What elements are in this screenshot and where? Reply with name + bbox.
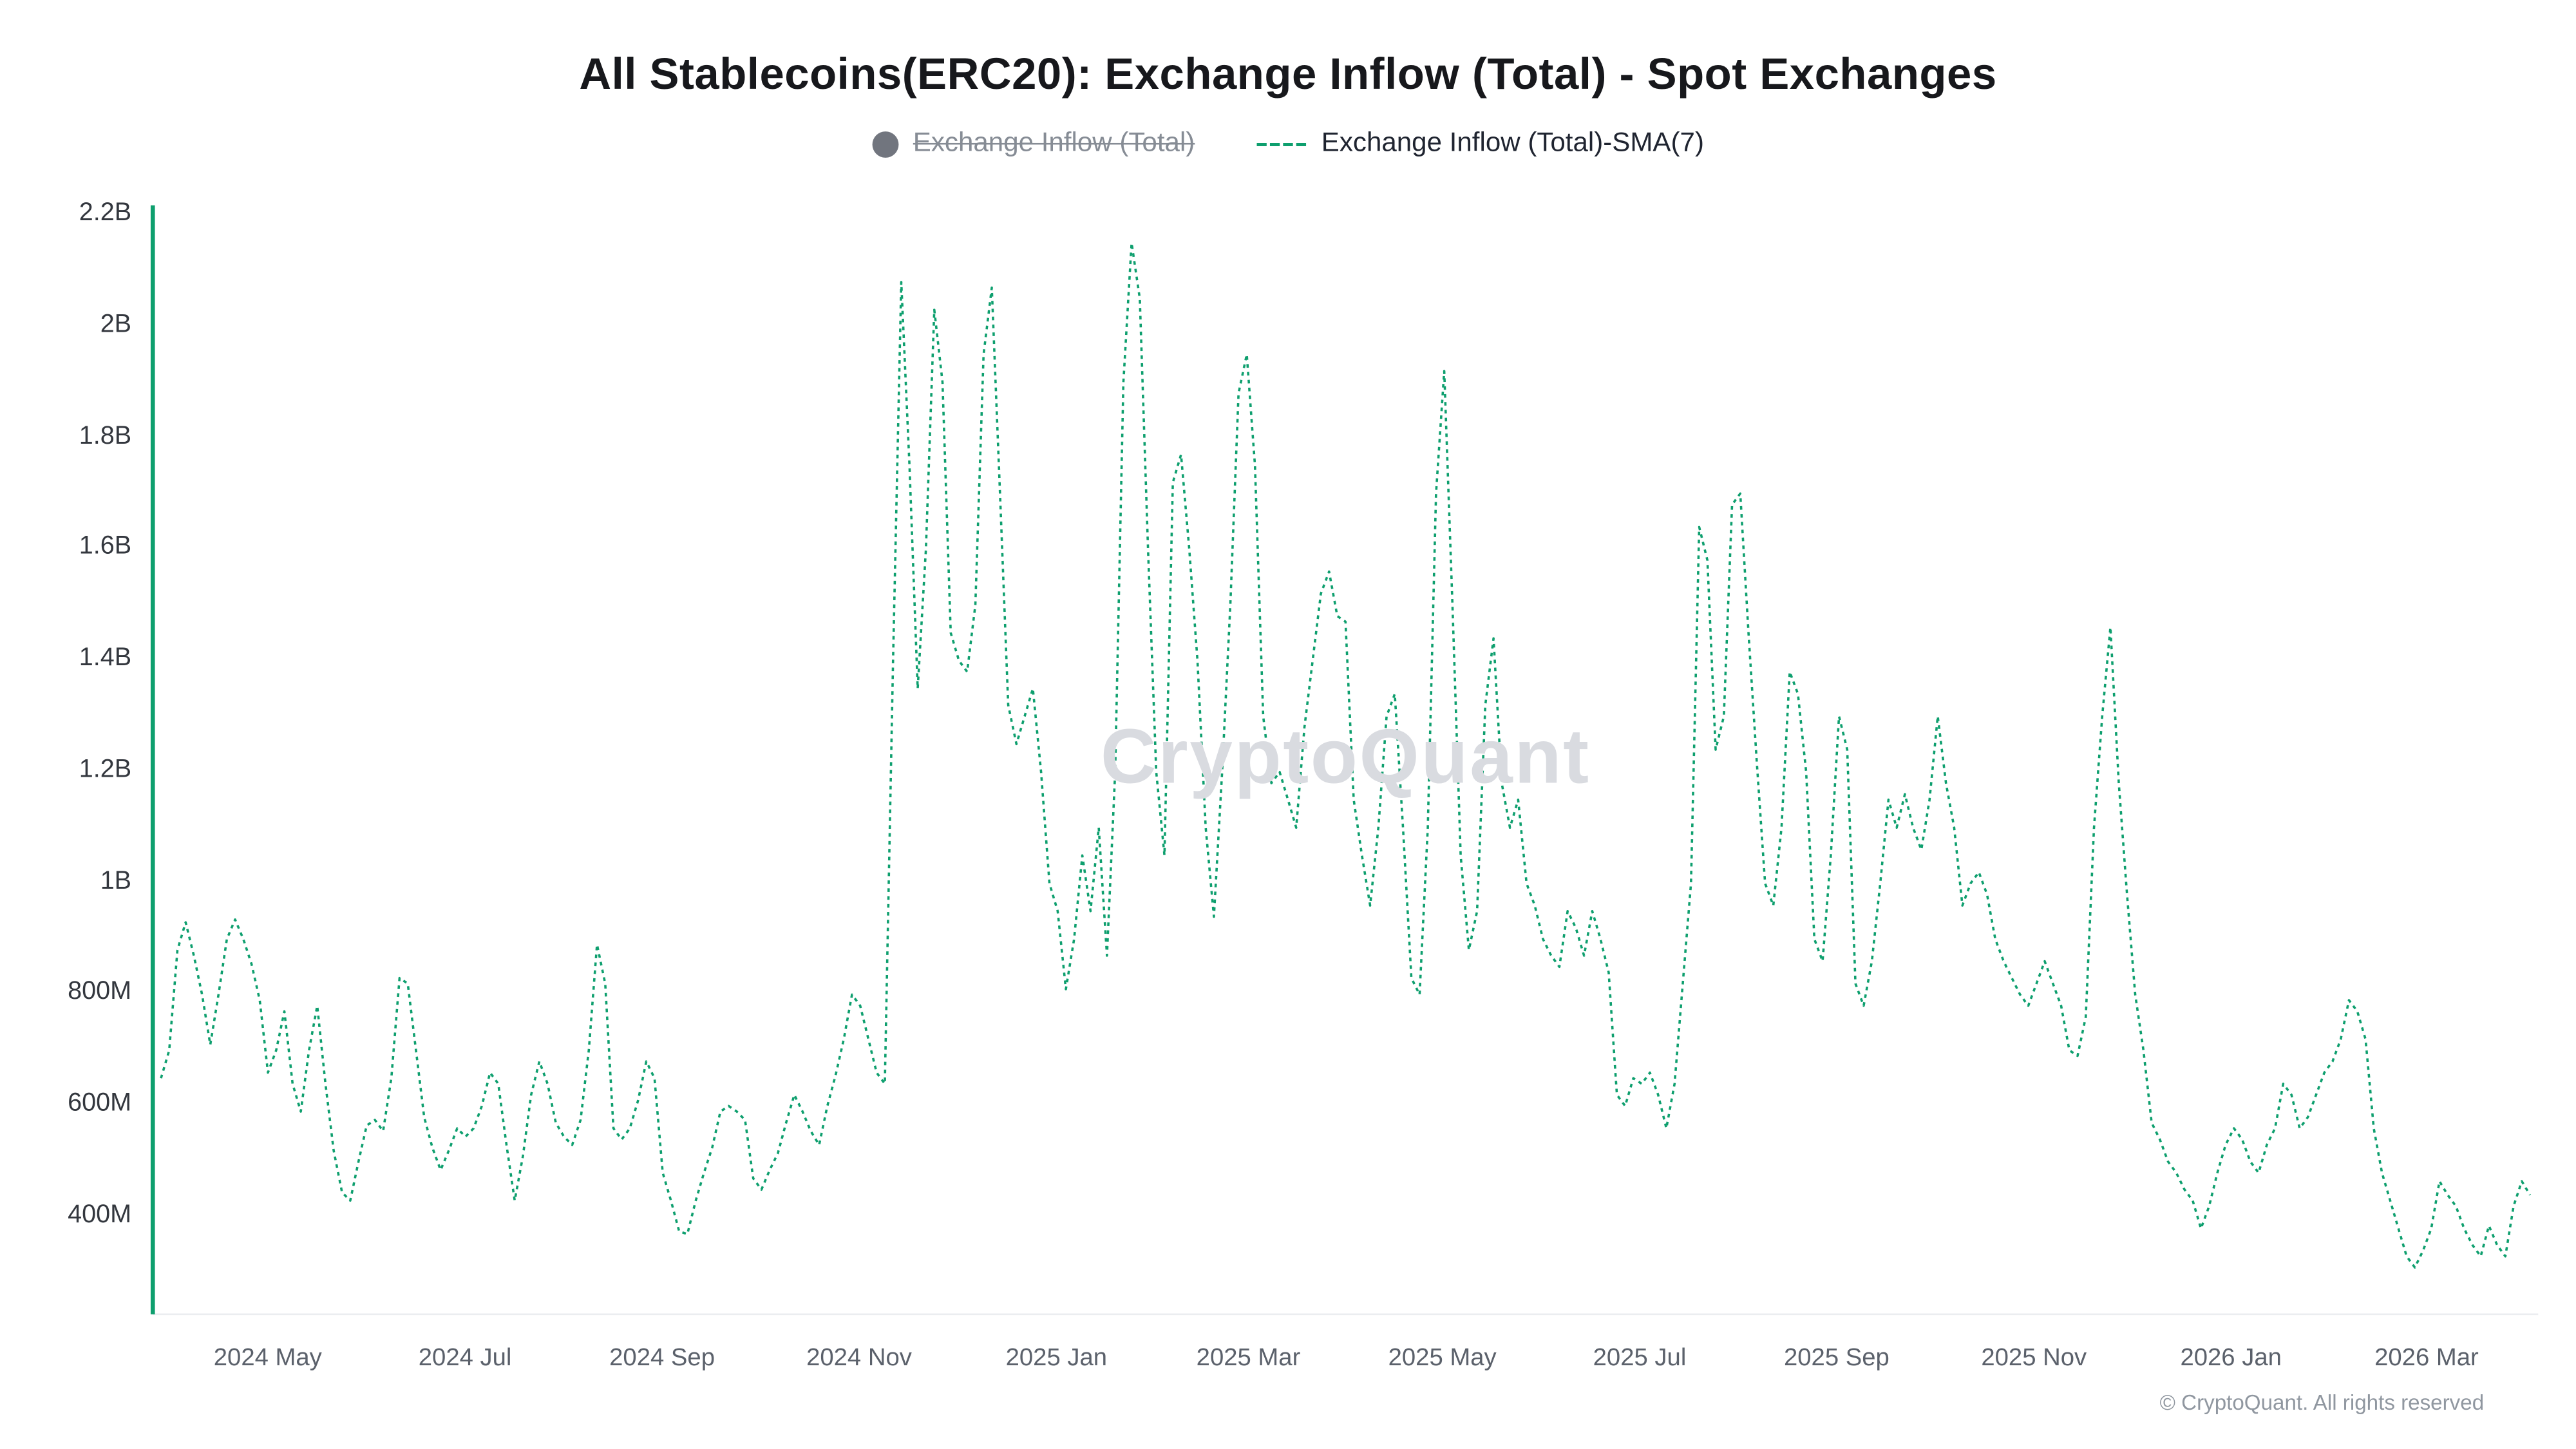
y-axis-label: 1.4B bbox=[79, 644, 132, 672]
x-axis-label: 2024 Sep bbox=[609, 1343, 715, 1372]
y-axis-label: 1B bbox=[100, 867, 132, 895]
y-axis-label: 800M bbox=[68, 978, 132, 1007]
y-axis-label: 1.6B bbox=[79, 533, 132, 561]
legend: Exchange Inflow (Total) Exchange Inflow … bbox=[0, 128, 2576, 159]
chart-title: All Stablecoins(ERC20): Exchange Inflow … bbox=[579, 49, 1997, 99]
x-axis-label: 2026 Mar bbox=[2374, 1343, 2479, 1372]
x-axis-label: 2025 Jul bbox=[1593, 1343, 1687, 1372]
x-axis-label: 2025 May bbox=[1388, 1343, 1497, 1372]
y-axis-label: 1.2B bbox=[79, 755, 132, 784]
x-axis-label: 2024 May bbox=[213, 1343, 322, 1372]
y-axis-label: 1.8B bbox=[79, 421, 132, 450]
legend-item-exchange-inflow-total[interactable]: Exchange Inflow (Total) bbox=[872, 128, 1195, 159]
x-axis-label: 2025 Nov bbox=[1981, 1343, 2087, 1372]
legend-circle-marker-icon bbox=[872, 130, 898, 157]
x-axis-label: 2025 Mar bbox=[1196, 1343, 1301, 1372]
sma-line-series bbox=[160, 242, 2532, 1269]
legend-dashed-line-marker-icon bbox=[1257, 142, 1307, 146]
legend-item-label: Exchange Inflow (Total)-SMA(7) bbox=[1321, 128, 1704, 158]
legend-item-label: Exchange Inflow (Total) bbox=[913, 128, 1195, 158]
x-axis-label: 2024 Nov bbox=[806, 1343, 912, 1372]
x-axis-label: 2025 Jan bbox=[1005, 1343, 1108, 1372]
x-axis-label: 2024 Jul bbox=[418, 1343, 512, 1372]
copyright: © CryptoQuant. All rights reserved bbox=[2159, 1390, 2485, 1415]
y-axis-label: 600M bbox=[68, 1089, 132, 1118]
x-axis-label: 2026 Jan bbox=[2180, 1343, 2282, 1372]
y-axis-label: 2.2B bbox=[79, 198, 132, 227]
y-axis-label: 400M bbox=[68, 1200, 132, 1229]
legend-item-exchange-inflow-sma7[interactable]: Exchange Inflow (Total)-SMA(7) bbox=[1257, 128, 1704, 159]
x-axis-label: 2025 Sep bbox=[1783, 1343, 1889, 1372]
y-axis-label: 2B bbox=[100, 310, 132, 338]
